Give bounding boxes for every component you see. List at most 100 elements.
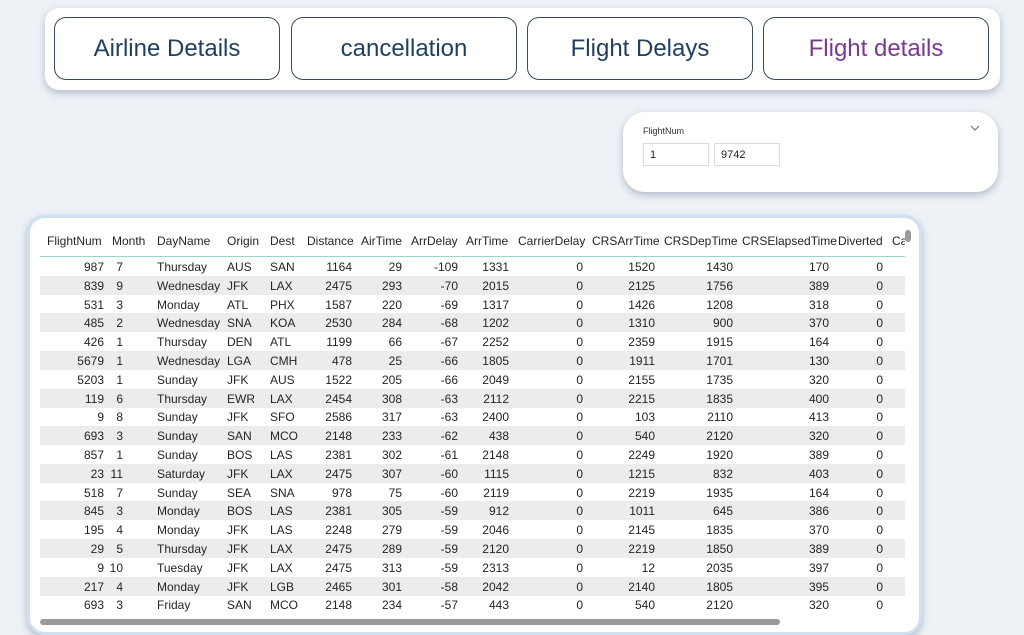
- table-cell: 1805: [482, 354, 509, 368]
- column-header: Distance: [307, 234, 354, 248]
- table-cell: 12: [641, 560, 655, 575]
- table-cell: 2219: [628, 542, 655, 556]
- table-cell: 2465: [325, 579, 352, 594]
- table-cell: 284: [381, 316, 402, 331]
- table-cell: 518: [83, 485, 104, 500]
- table-cell: 164: [808, 335, 829, 350]
- table-cell: SAN: [227, 598, 252, 613]
- table-cell: 0: [876, 579, 883, 594]
- table-cell: 313: [381, 560, 402, 575]
- table-cell: 2125: [628, 278, 655, 293]
- table-cell: 6: [116, 391, 123, 406]
- table-cell: 857: [83, 448, 104, 462]
- header-divider: [40, 256, 905, 257]
- table-cell: 5679: [77, 354, 104, 368]
- table-cell: 279: [381, 523, 402, 538]
- table-cell: 2049: [482, 372, 509, 387]
- vertical-scrollbar[interactable]: [905, 230, 911, 242]
- table-cell: 370: [808, 523, 829, 538]
- table-cell: 308: [381, 391, 402, 406]
- nav-button[interactable]: Flight details: [763, 17, 989, 80]
- table-cell: 2252: [482, 335, 509, 350]
- table-cell: 478: [331, 354, 352, 368]
- table-cell: 2249: [628, 448, 655, 462]
- table-cell: -67: [440, 335, 458, 350]
- row-stripe: [40, 426, 905, 446]
- table-cell: 3: [116, 429, 123, 444]
- table-cell: 0: [876, 372, 883, 387]
- table-cell: LAX: [270, 542, 293, 556]
- table-cell: 438: [488, 429, 509, 444]
- table-cell: 2475: [325, 278, 352, 293]
- table-cell: 1587: [325, 297, 352, 312]
- table-cell: BOS: [227, 504, 253, 519]
- table-cell: 9: [116, 278, 123, 293]
- table-cell: 2400: [482, 410, 509, 425]
- table-cell: -70: [440, 278, 458, 293]
- table-cell: 540: [634, 598, 655, 613]
- table-cell: -59: [440, 523, 458, 538]
- nav-button[interactable]: cancellation: [291, 17, 517, 80]
- table-cell: 540: [634, 429, 655, 444]
- table-cell: 234: [381, 598, 402, 613]
- table-cell: 302: [381, 448, 402, 462]
- table-cell: 443: [488, 598, 509, 613]
- nav-button[interactable]: Airline Details: [54, 17, 280, 80]
- nav-button[interactable]: Flight Delays: [527, 17, 753, 80]
- table-cell: 205: [381, 372, 402, 387]
- table-cell: 0: [876, 391, 883, 406]
- table-cell: 0: [576, 579, 583, 594]
- table-cell: -66: [440, 354, 458, 368]
- table-cell: 29: [90, 542, 104, 556]
- table-cell: 389: [808, 448, 829, 462]
- chevron[interactable]: [970, 125, 980, 132]
- table-cell: 2381: [325, 448, 352, 462]
- table-cell: SAN: [227, 429, 252, 444]
- table-cell: LAX: [270, 391, 293, 406]
- table-cell: 1208: [706, 297, 733, 312]
- table-cell: 845: [83, 504, 104, 519]
- column-header: FlightNum: [47, 234, 102, 248]
- table-cell: Thursday: [157, 260, 208, 274]
- table-cell: 320: [808, 598, 829, 613]
- table-cell: 0: [576, 504, 583, 519]
- table-cell: 0: [576, 560, 583, 575]
- table-cell: 1701: [706, 354, 733, 368]
- table-cell: 978: [331, 485, 352, 500]
- table-cell: LAX: [270, 560, 293, 575]
- table-cell: 0: [576, 429, 583, 444]
- table-cell: 389: [808, 542, 829, 556]
- table-cell: Wednesday: [157, 278, 221, 293]
- table-cell: 220: [381, 297, 402, 312]
- table-cell: -60: [440, 485, 458, 500]
- table-cell: 2120: [706, 598, 733, 613]
- table-cell: 2110: [707, 410, 733, 425]
- table-cell: 2313: [482, 560, 509, 575]
- table-cell: -57: [440, 598, 458, 613]
- range-min[interactable]: 1: [643, 143, 709, 166]
- table-cell: 912: [488, 504, 509, 519]
- table-cell: SNA: [227, 316, 252, 331]
- table-cell: 0: [576, 335, 583, 350]
- table-cell: -60: [440, 466, 458, 481]
- table-cell: 2042: [482, 579, 509, 594]
- table-cell: 2145: [628, 523, 655, 538]
- horizontal-scrollbar[interactable]: [40, 619, 780, 625]
- table-cell: 1317: [482, 297, 509, 312]
- table-cell: 318: [808, 297, 829, 312]
- table-cell: 832: [712, 466, 733, 481]
- table-cell: 2112: [483, 391, 509, 406]
- range-max[interactable]: 9742: [714, 143, 780, 166]
- table-cell: 1520: [628, 260, 655, 274]
- table-cell: 0: [876, 278, 883, 293]
- table-cell: 2140: [628, 579, 655, 594]
- table-cell: 3: [116, 297, 123, 312]
- table-cell: 293: [381, 278, 402, 293]
- table-cell: 426: [83, 335, 104, 350]
- table-cell: Wednesday: [157, 316, 221, 331]
- table-cell: ATL: [270, 335, 292, 350]
- table-cell: 2454: [325, 391, 352, 406]
- table-cell: 1164: [326, 260, 352, 274]
- table-cell: 0: [576, 466, 583, 481]
